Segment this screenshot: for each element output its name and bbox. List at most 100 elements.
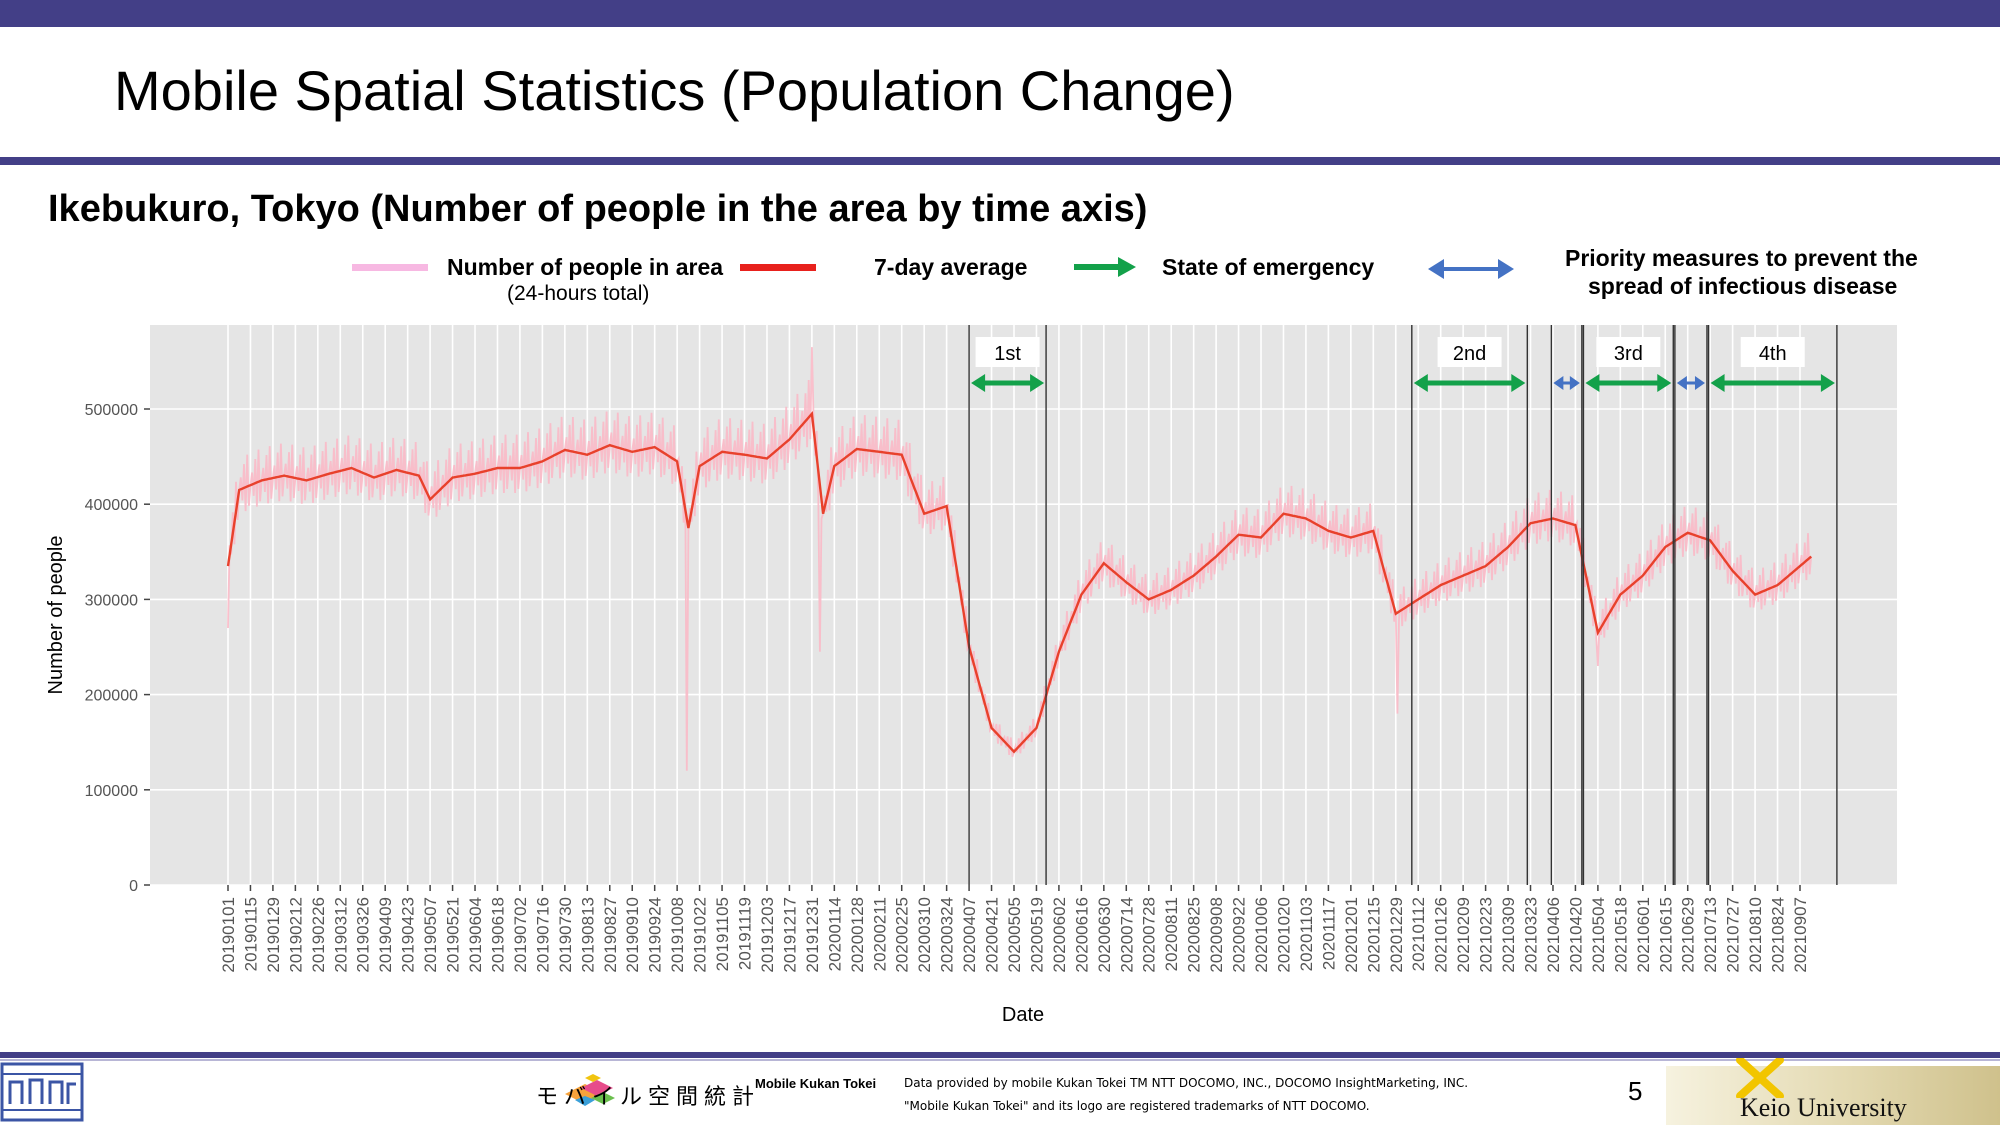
x-tick-label: 20190101 xyxy=(219,897,238,973)
legend-priority-label-1: Priority measures to prevent the xyxy=(1565,245,1918,271)
x-tick-label: 20201215 xyxy=(1364,897,1383,973)
period-label: 1st xyxy=(994,343,1021,365)
x-tick-label: 20190827 xyxy=(601,897,620,973)
title-divider xyxy=(0,157,2000,165)
x-tick-label: 20190924 xyxy=(646,897,665,973)
x-tick-label: 20200908 xyxy=(1207,897,1226,973)
x-tick-label: 20201006 xyxy=(1252,897,1271,973)
period-label-box xyxy=(1437,337,1502,367)
x-tick-label: 20210615 xyxy=(1656,897,1675,973)
x-tick-label: 20190910 xyxy=(623,897,642,973)
x-tick-label: 20200310 xyxy=(915,897,934,973)
x-tick-label: 20190226 xyxy=(309,897,328,973)
page-number: 5 xyxy=(1628,1076,1643,1106)
crossed-pens-icon xyxy=(1736,1058,1784,1098)
legend-priority-arrow xyxy=(1428,259,1514,279)
x-tick-label: 20190129 xyxy=(264,897,283,973)
x-tick-label: 20190730 xyxy=(556,897,575,973)
x-tick-label: 20200505 xyxy=(1005,897,1024,973)
period-arrow-head-left xyxy=(1553,376,1564,390)
y-tick-label: 0 xyxy=(129,878,138,895)
x-tick-label: 20210420 xyxy=(1566,897,1585,973)
mobile-kukan-tokei-logo-icon xyxy=(565,1074,615,1106)
x-tick-label: 20210309 xyxy=(1499,897,1518,973)
footer-divider-thin xyxy=(0,1059,2000,1061)
keio-university-logo: Keio University xyxy=(1666,1058,2000,1125)
x-tick-label: 20200714 xyxy=(1117,897,1136,973)
x-tick-label: 20190326 xyxy=(354,897,373,973)
data-credit-line-2: "Mobile Kukan Tokei" and its logo are re… xyxy=(904,1099,1370,1113)
x-tick-label: 20201103 xyxy=(1297,897,1316,971)
period-label-box xyxy=(1740,337,1805,367)
period-label-box xyxy=(1596,337,1661,367)
university-name: Keio University xyxy=(1740,1093,1907,1122)
x-tick-label: 20191022 xyxy=(691,897,710,973)
slide-title: Mobile Spatial Statistics (Population Ch… xyxy=(114,59,1235,122)
period-arrow-head-right xyxy=(1694,376,1705,390)
x-tick-label: 20200324 xyxy=(938,897,957,973)
footer-divider xyxy=(0,1052,2000,1058)
x-tick-label: 20190618 xyxy=(488,897,507,973)
x-tick-label: 20200114 xyxy=(825,897,844,971)
x-tick-label: 20200128 xyxy=(848,897,867,973)
x-tick-label: 20210209 xyxy=(1454,897,1473,973)
period-arrow-head-left xyxy=(1413,374,1428,392)
x-tick-label: 20190312 xyxy=(331,897,350,973)
mobile-kukan-tokei-logo-text: モバイル空間統計 xyxy=(536,1084,761,1109)
y-axis-label: Number of people xyxy=(45,536,67,695)
x-tick-label: 20190702 xyxy=(511,897,530,973)
x-tick-label: 20210824 xyxy=(1769,897,1788,973)
x-tick-label: 20201020 xyxy=(1274,897,1293,973)
x-tick-label: 20190813 xyxy=(578,897,597,973)
period-label: 2nd xyxy=(1453,343,1486,365)
x-tick-label: 20191119 xyxy=(736,897,755,970)
x-tick-label: 20200728 xyxy=(1140,897,1159,973)
x-tick-label: 20210126 xyxy=(1432,897,1451,973)
x-tick-label: 20191203 xyxy=(758,897,777,973)
period-arrow-head-left xyxy=(971,374,986,392)
x-tick-label: 20190423 xyxy=(399,897,418,973)
seven-day-average-line xyxy=(226,410,1812,754)
product-name: Mobile Kukan Tokei xyxy=(755,1076,877,1091)
x-tick-label: 20200922 xyxy=(1230,897,1249,973)
legend-average-swatch xyxy=(740,264,816,271)
x-tick-label: 20200825 xyxy=(1185,897,1204,973)
x-tick-label: 20200630 xyxy=(1095,897,1114,973)
x-tick-label: 20200407 xyxy=(960,897,979,973)
x-tick-label: 20200616 xyxy=(1072,897,1091,973)
x-tick-label: 20191231 xyxy=(803,897,822,973)
y-tick-label: 300000 xyxy=(85,592,138,609)
x-tick-label: 20190604 xyxy=(466,897,485,973)
x-tick-label: 20200811 xyxy=(1162,897,1181,971)
x-axis-label: Date xyxy=(1002,1004,1044,1026)
period-arrow-head-right xyxy=(1511,374,1526,392)
x-tick-label: 20210713 xyxy=(1701,897,1720,973)
x-tick-label: 20191105 xyxy=(713,897,732,971)
x-tick-label: 20210112 xyxy=(1409,897,1428,971)
chart-subtitle: Ikebukuro, Tokyo (Number of people in th… xyxy=(48,188,1148,230)
x-tick-label: 20191217 xyxy=(780,897,799,973)
x-tick-label: 20210504 xyxy=(1589,897,1608,973)
x-tick-label: 20201117 xyxy=(1319,897,1338,970)
legend-average-label: 7-day average xyxy=(874,254,1028,280)
legend-daily-label: Number of people in area xyxy=(447,254,724,280)
y-tick-label: 100000 xyxy=(85,783,138,800)
x-tick-label: 20190409 xyxy=(376,897,395,973)
x-tick-label: 20210223 xyxy=(1477,897,1496,973)
x-tick-label: 20210323 xyxy=(1522,897,1541,973)
period-label: 4th xyxy=(1759,343,1787,365)
y-tick-label: 400000 xyxy=(85,497,138,514)
legend-emergency-label: State of emergency xyxy=(1162,254,1375,280)
x-tick-label: 20190212 xyxy=(286,897,305,973)
x-tick-label: 20210907 xyxy=(1791,897,1810,973)
period-arrow-head-right xyxy=(1820,374,1835,392)
x-tick-label: 20190521 xyxy=(444,897,463,973)
legend-daily-swatch xyxy=(352,264,428,271)
x-tick-label: 20190507 xyxy=(421,897,440,973)
period-arrow-head-right xyxy=(1569,376,1580,390)
data-credit-line-1: Data provided by mobile Kukan Tokei TM N… xyxy=(904,1076,1469,1090)
period-label-box xyxy=(975,337,1040,367)
x-tick-label: 20210810 xyxy=(1746,897,1765,973)
x-tick-label: 20190716 xyxy=(533,897,552,973)
institute-logo xyxy=(0,1062,84,1122)
